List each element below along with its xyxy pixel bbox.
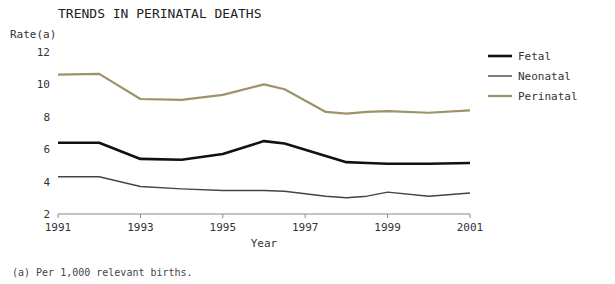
line (58, 74, 470, 114)
chart: TRENDS IN PERINATAL DEATHSRate(a) 2 4 6 8 10 1… (0, 0, 615, 284)
x-tick-label: 1995 (210, 221, 237, 234)
legend-swatch (488, 55, 512, 58)
x-tick (387, 214, 388, 218)
y-tick-label: 12 (37, 46, 50, 59)
line (58, 177, 470, 198)
title: TRENDS IN PERINATAL DEATHS (58, 6, 262, 21)
x-axis-label: Year (251, 237, 278, 250)
legend-label: Perinatal (518, 90, 578, 103)
x-tick-label: 1997 (292, 221, 319, 234)
x-tick-label: 1993 (127, 221, 154, 234)
legend-label: Fetal (518, 50, 551, 63)
x-tick (58, 214, 59, 218)
y-tick-label: 10 (37, 78, 50, 91)
y-tick-label: 4 (43, 176, 50, 189)
y-tick-label: 2 (43, 208, 50, 221)
x-tick (140, 214, 141, 218)
x-tick (305, 214, 306, 218)
legend-swatch (488, 95, 512, 97)
line (58, 141, 470, 164)
footnote: (a) Per 1,000 relevant births. (12, 267, 193, 278)
x-axis-line (58, 214, 470, 215)
y-tick-label: 6 (43, 143, 50, 156)
x-tick (222, 214, 223, 218)
y-tick-label: 8 (43, 111, 50, 124)
x-tick (470, 214, 471, 218)
y-axis-label: Rate(a) (10, 28, 56, 41)
legend-label: Neonatal (518, 70, 571, 83)
x-tick-label: 1999 (374, 221, 401, 234)
x-tick-label: 1991 (45, 221, 72, 234)
legend: Fetal Neonatal Perinatal (488, 50, 578, 103)
x-tick-label: 2001 (457, 221, 484, 234)
legend-swatch (488, 75, 512, 76)
plot-area (58, 74, 470, 198)
